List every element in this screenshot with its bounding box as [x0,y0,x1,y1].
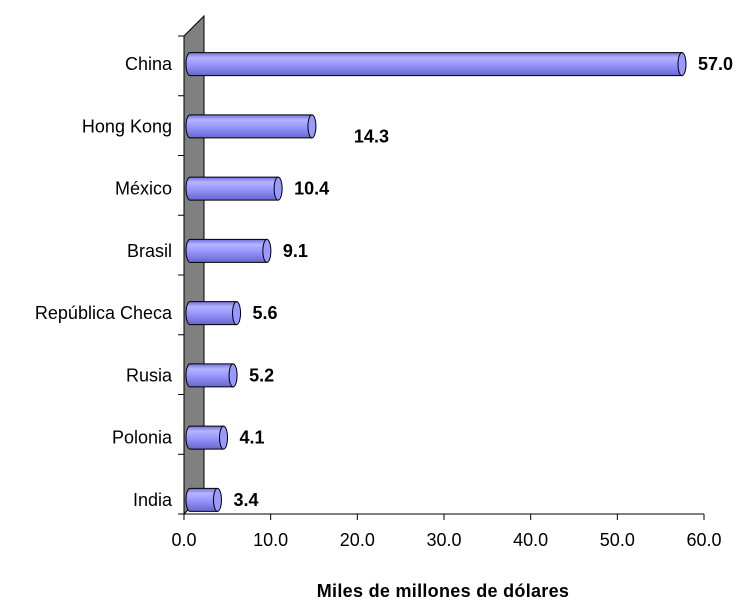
data-label-hong-kong: 14.3 [354,126,389,146]
category-label-hong-kong: Hong Kong [82,116,172,136]
bars [185,52,687,512]
bar-end-cap [677,52,687,77]
bar-polonia [185,425,229,450]
bar-end-cap [273,176,283,201]
x-axis: 0.0 10.0 20.0 30.0 40.0 50.0 60.0 [171,513,722,550]
bar-body [185,52,683,77]
bar-body [185,487,218,512]
bar-end-cap [307,114,317,139]
data-label-brasil: 9.1 [283,241,308,261]
data-label-polonia: 4.1 [240,428,265,448]
bar-body [185,176,279,201]
x-tick-label: 30.0 [426,530,461,550]
data-label-mexico: 10.4 [294,179,329,199]
bar-body [185,363,234,388]
category-axis: China Hong Kong México Brasil República Chec… [35,35,184,515]
bar-end-cap [212,487,222,512]
bar-body [185,425,225,450]
bar-body [185,114,313,139]
category-label-mexico: México [115,179,172,199]
x-tick-label: 50.0 [600,530,635,550]
bar-body [185,301,238,326]
bar-india [185,487,222,512]
bar-brasil [185,238,272,263]
data-label-rusia: 5.2 [249,365,274,385]
bar-rusia [185,363,238,388]
bar-china [185,52,687,77]
category-label-brasil: Brasil [127,241,172,261]
x-axis-title: Miles de millones de dólares [317,581,569,601]
category-label-india: India [133,490,173,510]
x-tick-label: 40.0 [513,530,548,550]
bar-mexico [185,176,283,201]
data-label-republica-checa: 5.6 [253,303,278,323]
data-label-india: 3.4 [233,490,258,510]
bar-republica-checa [185,301,242,326]
bar-end-cap [262,238,272,263]
data-label-china: 57.0 [698,54,733,74]
category-label-republica-checa: República Checa [35,303,173,323]
category-label-polonia: Polonia [112,428,173,448]
bar-end-cap [228,363,238,388]
bar-hong-kong [185,114,317,139]
x-tick-label: 20.0 [340,530,375,550]
x-tick-label: 10.0 [253,530,288,550]
x-tick-label: 0.0 [171,530,196,550]
bar-end-cap [232,301,242,326]
data-labels: 57.0 14.3 10.4 9.1 5.6 5.2 4.1 3.4 [233,54,733,510]
category-label-china: China [125,54,173,74]
bar-body [185,238,268,263]
x-tick-label: 60.0 [686,530,721,550]
bar-end-cap [219,425,229,450]
category-label-rusia: Rusia [126,365,173,385]
